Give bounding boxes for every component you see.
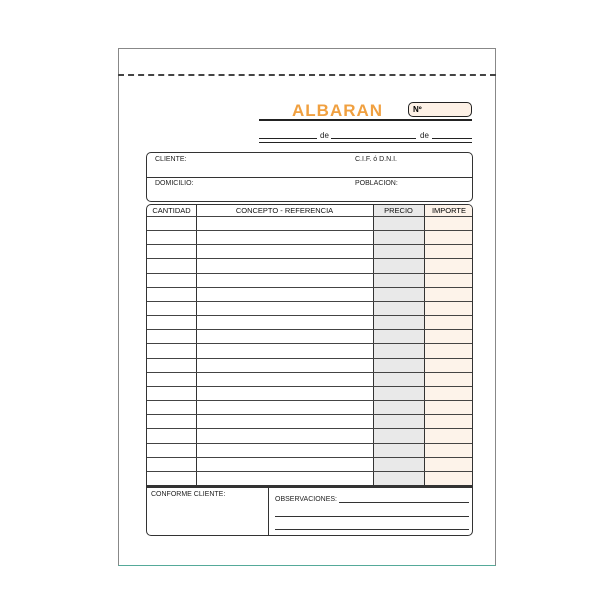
header-cantidad: CANTIDAD	[152, 206, 191, 215]
table-row[interactable]	[147, 371, 472, 373]
cif-label: C.I.F. ó D.N.I.	[355, 156, 398, 163]
table-row[interactable]	[147, 442, 472, 444]
header-precio: PRECIO	[384, 206, 413, 215]
observaciones-line-2[interactable]	[275, 516, 469, 517]
cliente-label: CLIENTE:	[155, 156, 187, 163]
conforme-cliente-label: CONFORME CLIENTE:	[151, 491, 226, 498]
client-box: CLIENTE: C.I.F. ó D.N.I. DOMICILIO: POBL…	[146, 152, 473, 202]
table-row[interactable]	[147, 258, 472, 260]
poblacion-label: POBLACION:	[355, 180, 398, 187]
table-row[interactable]	[147, 456, 472, 458]
date-day-field[interactable]	[259, 138, 317, 139]
perforation-line	[118, 74, 496, 76]
date-month-field[interactable]	[331, 138, 416, 139]
table-row[interactable]	[147, 470, 472, 472]
items-table: CANTIDAD CONCEPTO - REFERENCIA PRECIO IM…	[146, 204, 473, 486]
form-sheet	[118, 48, 496, 566]
observaciones-line-3[interactable]	[275, 529, 469, 530]
date-underline	[259, 142, 472, 143]
document-title: ALBARAN	[292, 101, 384, 120]
table-row[interactable]	[147, 357, 472, 359]
table-row[interactable]	[147, 343, 472, 345]
table-row[interactable]	[147, 428, 472, 430]
number-label: Nº	[413, 105, 422, 114]
date-sep-1: de	[320, 131, 329, 140]
table-row[interactable]	[147, 244, 472, 246]
domicilio-label: DOMICILIO:	[155, 180, 194, 187]
table-row[interactable]	[147, 400, 472, 402]
header-importe: IMPORTE	[431, 206, 467, 215]
table-row[interactable]	[147, 329, 472, 331]
table-row[interactable]	[147, 385, 472, 387]
date-year-field[interactable]	[432, 138, 472, 139]
table-row[interactable]	[147, 272, 472, 274]
table-row[interactable]	[147, 286, 472, 288]
precio-column-fill	[373, 205, 424, 485]
table-row[interactable]	[147, 315, 472, 317]
table-row[interactable]	[147, 216, 472, 217]
table-row[interactable]	[147, 230, 472, 232]
number-field[interactable]: Nº	[408, 102, 472, 117]
table-row[interactable]	[147, 414, 472, 416]
observaciones-label: OBSERVACIONES:	[275, 496, 337, 503]
date-sep-2: de	[420, 131, 429, 140]
footer-box: CONFORME CLIENTE: OBSERVACIONES:	[146, 486, 473, 536]
title-underline	[259, 119, 472, 121]
table-row[interactable]	[147, 300, 472, 302]
importe-column-fill	[424, 205, 472, 485]
header-concepto: CONCEPTO - REFERENCIA	[235, 206, 334, 215]
observaciones-line-1[interactable]	[339, 502, 469, 503]
